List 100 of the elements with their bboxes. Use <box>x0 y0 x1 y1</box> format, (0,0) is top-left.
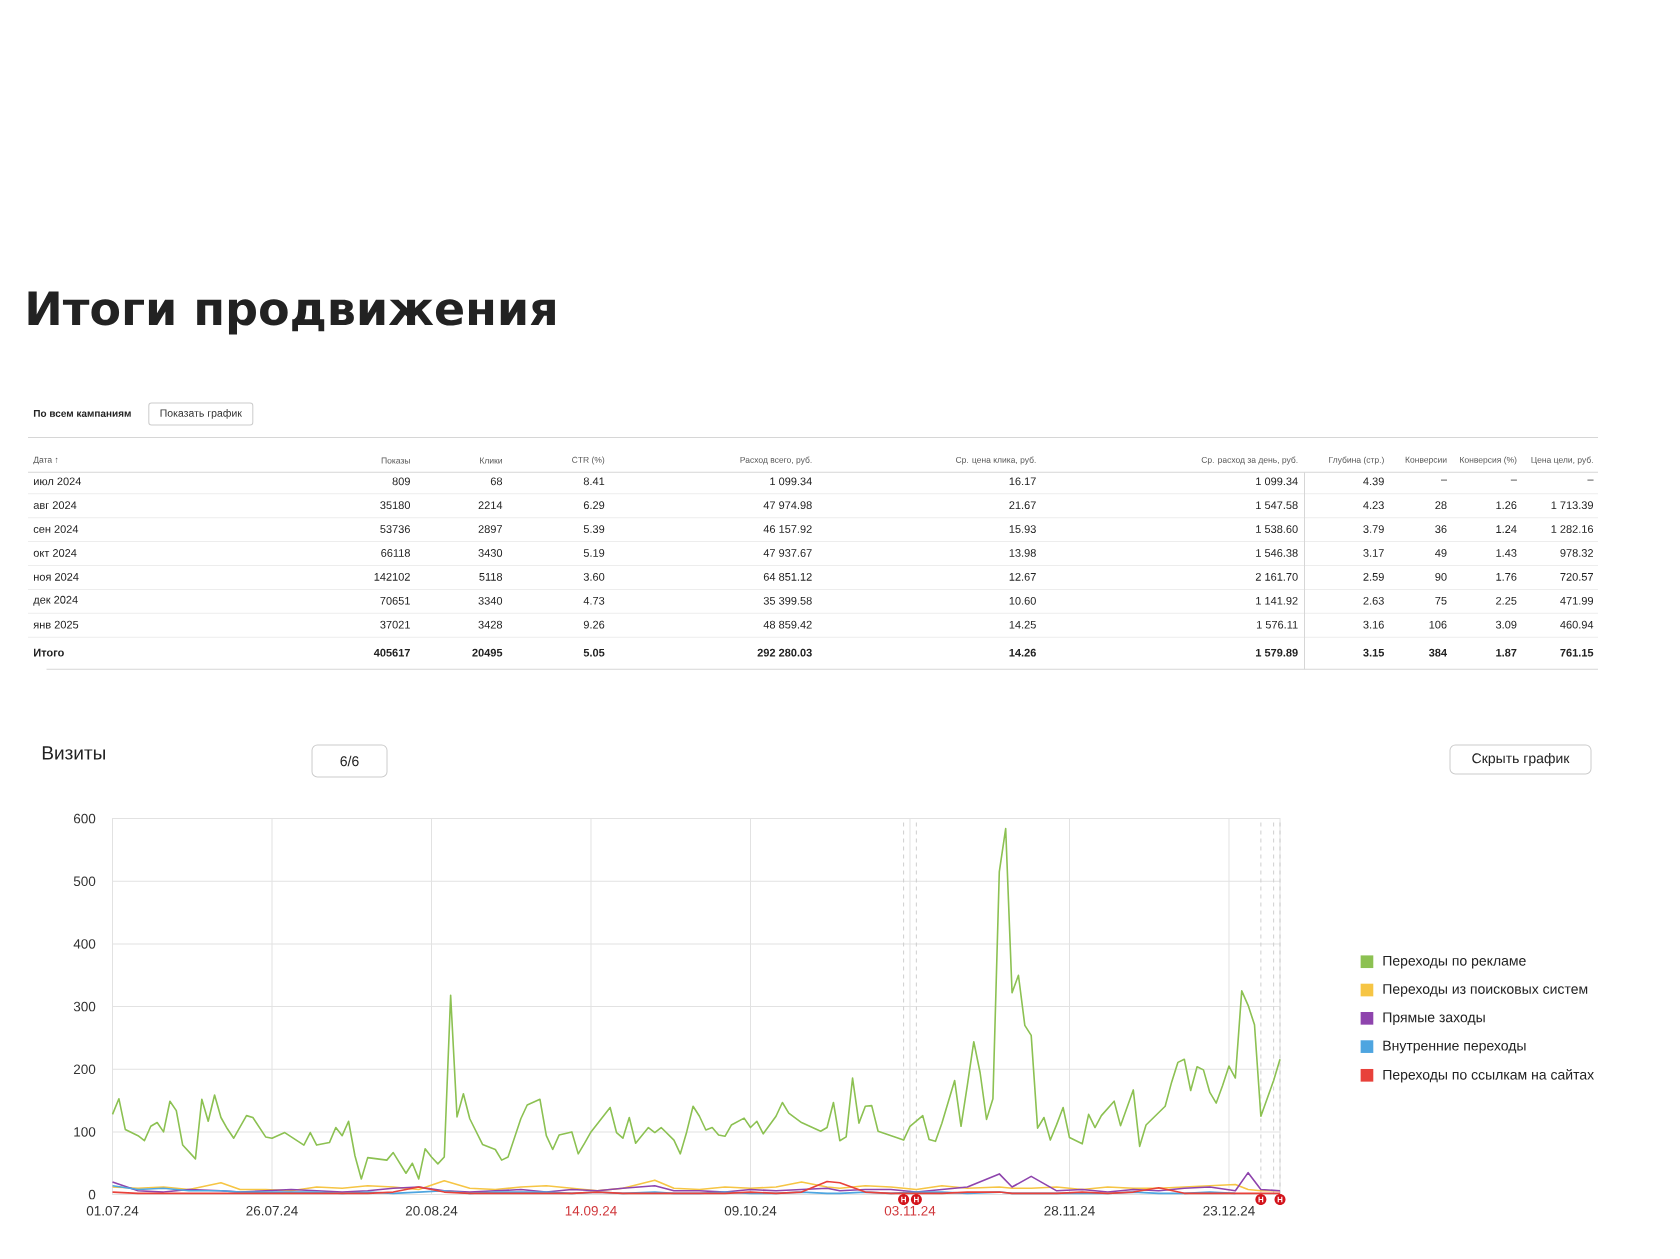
text: 460.94 <box>1560 620 1594 629</box>
text: 3.60 <box>583 572 605 581</box>
text: 1.76 <box>1496 572 1517 581</box>
category-label: авг 2024 <box>33 501 77 510</box>
text: 2214 <box>478 501 503 510</box>
category-label: Клики <box>480 457 502 464</box>
category-label: дек 2024 <box>33 595 78 606</box>
category-label: Ср. расход за день, руб. <box>1201 456 1298 465</box>
ref-line-label: Н <box>901 1196 906 1203</box>
text: 8.41 <box>583 477 605 486</box>
category-label: сен 2024 <box>33 525 79 533</box>
y-tick-label: 500 <box>73 876 96 887</box>
text: 5118 <box>479 572 503 581</box>
text: 1.26 <box>1496 501 1517 510</box>
text: 1.43 <box>1496 549 1517 557</box>
text: 2897 <box>478 525 502 533</box>
text: 5.39 <box>583 525 605 533</box>
text: 75 <box>1435 596 1447 605</box>
text: 5.05 <box>583 648 605 657</box>
text: 6.29 <box>583 501 605 510</box>
text: 49 <box>1435 549 1447 557</box>
text: 6/6 <box>340 755 359 767</box>
text: 64 851.12 <box>763 572 812 581</box>
y-tick-label: 300 <box>73 1001 96 1012</box>
text: 48 859.42 <box>763 620 812 629</box>
text: 809 <box>392 477 410 486</box>
text: 16.17 <box>1009 477 1036 486</box>
text: 46 157.92 <box>763 525 812 533</box>
text: 1 282.16 <box>1551 525 1594 533</box>
x-tick-label: 14.09.24 <box>565 1205 617 1216</box>
text: 142102 <box>374 572 410 581</box>
category-label: Итого <box>34 648 64 657</box>
x-tick-label: 03.11.24 <box>884 1205 936 1216</box>
text: 1.87 <box>1496 648 1517 657</box>
text: 4.23 <box>1363 501 1384 510</box>
text: 2.59 <box>1363 572 1384 581</box>
text: Итоги продвижения <box>28 291 555 335</box>
text: 21.67 <box>1009 501 1036 510</box>
ref-line-label: Н <box>1258 1196 1264 1203</box>
text: 2 161.70 <box>1255 572 1298 581</box>
text: 720.57 <box>1560 572 1593 581</box>
text: 9.26 <box>583 620 605 629</box>
text: 1 099.34 <box>770 477 812 486</box>
text: 3430 <box>478 549 503 557</box>
x-tick-label: 28.11.24 <box>1044 1205 1095 1216</box>
text: 3.16 <box>1363 620 1384 629</box>
text: 405617 <box>373 648 410 657</box>
y-tick-label: 400 <box>73 939 96 949</box>
text: 20495 <box>472 648 503 657</box>
text: 4.73 <box>583 596 605 605</box>
text: – <box>1510 479 1517 481</box>
text: 1 579.89 <box>1256 648 1298 657</box>
text: 1 713.39 <box>1551 501 1594 510</box>
text: 2.63 <box>1363 596 1384 605</box>
text: 1 576.11 <box>1256 620 1298 629</box>
text: 12.67 <box>1009 572 1036 581</box>
text: – <box>1440 479 1448 481</box>
ref-line-label: Н <box>914 1196 919 1203</box>
category-label: Ср. цена клика, руб. <box>955 456 1036 465</box>
text: 978.32 <box>1560 549 1593 557</box>
text: 14.25 <box>1009 620 1036 629</box>
text: 1 099.34 <box>1256 477 1298 486</box>
text: 53736 <box>380 525 410 533</box>
text: 36 <box>1435 525 1447 533</box>
text: 10.60 <box>1009 596 1036 605</box>
text: 106 <box>1429 620 1447 629</box>
text: 1 141.92 <box>1256 596 1298 605</box>
text: 35 399.58 <box>763 596 812 605</box>
text: 90 <box>1435 572 1447 581</box>
text: 471.99 <box>1560 596 1594 605</box>
legend-label: Внутренние переходы <box>1383 1040 1526 1054</box>
legend-label: Переходы по рекламе <box>1383 955 1526 969</box>
text: 1 547.58 <box>1256 501 1298 510</box>
text: 5.19 <box>583 549 605 557</box>
text: 384 <box>1428 648 1447 657</box>
text: 292 280.03 <box>757 648 812 657</box>
category-label: Глубина (стр.) <box>1329 456 1384 465</box>
category-label: Расход всего, руб. <box>740 456 812 465</box>
text: 1 546.38 <box>1256 549 1298 557</box>
category-label: янв 2025 <box>33 620 79 629</box>
chart-title: Визиты <box>42 746 105 760</box>
x-tick-label: 20.08.24 <box>405 1205 458 1216</box>
x-tick-label: 26.07.24 <box>246 1205 298 1216</box>
y-tick-label: 600 <box>73 813 96 824</box>
text: 37021 <box>380 620 410 629</box>
text: 1 538.60 <box>1256 525 1298 533</box>
legend-label: Переходы по ссылкам на сайтах <box>1383 1069 1594 1083</box>
text: 13.98 <box>1009 549 1036 557</box>
text: 3428 <box>478 620 503 629</box>
category-label: Конверсия (%) <box>1460 456 1517 465</box>
text: 3.09 <box>1495 620 1517 629</box>
text: По всем кампаниям <box>33 409 131 417</box>
text: – <box>1587 479 1594 481</box>
text: 3340 <box>478 596 503 605</box>
text: 3.17 <box>1363 549 1384 557</box>
category-label: Конверсии <box>1405 456 1447 465</box>
text: 1.24 <box>1496 525 1517 533</box>
y-tick-label: 0 <box>88 1189 96 1200</box>
text: 68 <box>490 477 503 486</box>
text: 3.15 <box>1363 648 1385 657</box>
